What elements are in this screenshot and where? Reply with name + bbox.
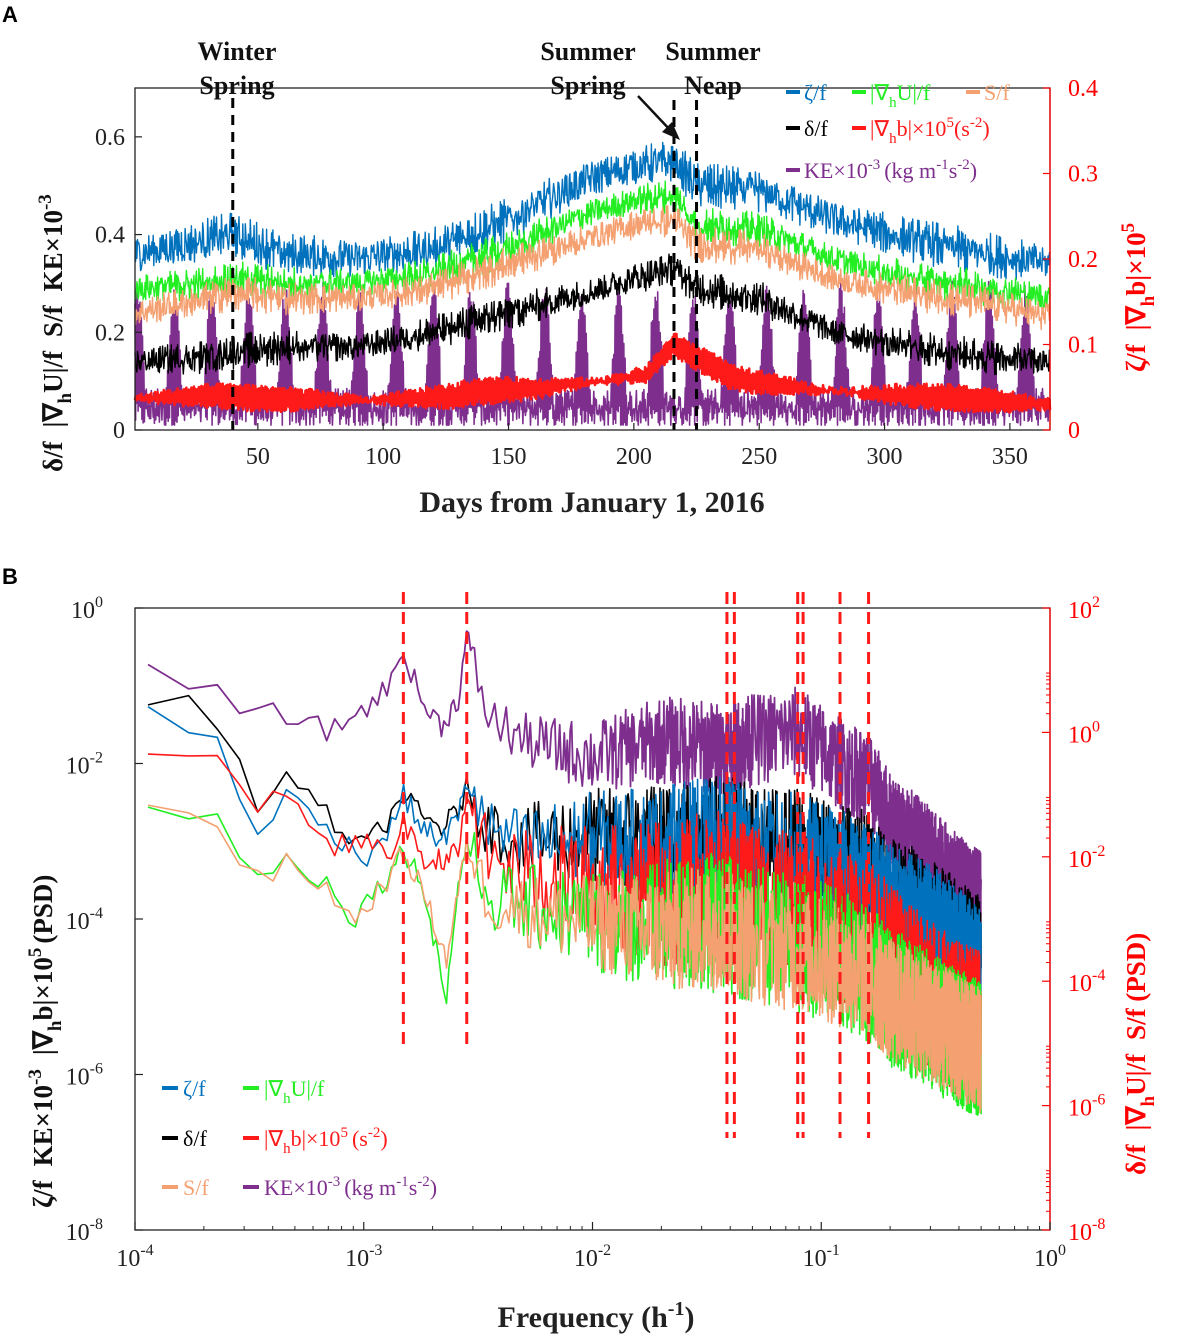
panel-b-xlabel: Frequency (h-1) <box>498 1298 695 1334</box>
panel-a-series-delta <box>134 253 1051 376</box>
panel-a: 50 100 150 200 250 300 350 00.20.40.6 00.10.20… <box>35 37 1159 519</box>
panel-b-letter: B <box>2 564 18 589</box>
panel-a-xtick-label-2: 150 <box>491 444 527 470</box>
panel-b: 10-4 10-3 10-2 10-1 100 10-810-610-410-2100 … <box>25 592 1159 1334</box>
panel-b-series-KE <box>147 630 982 942</box>
panel-a-left-ticks: 0 0.2 0.4 0.6 <box>95 125 142 444</box>
panel-a-x-ticks: 50 100 150 200 250 300 350 <box>246 423 1028 470</box>
panel-a-ytick-right-label-3: 0.3 <box>1068 162 1098 188</box>
panel-b-series <box>147 630 982 1116</box>
panel-a-xtick-label-0: 50 <box>246 444 270 470</box>
legend-a-delta-label: δ/f <box>804 116 828 141</box>
panel-a-series-gradb <box>133 332 1052 415</box>
panel-b-ytick-left-label-4: 100 <box>71 594 103 624</box>
summer-spring-arrow <box>637 95 673 133</box>
panel-a-left-ylabel: δ/f|∇hU|/fS/fKE×10-3 <box>35 194 76 472</box>
panel-a-xtick-label-3: 200 <box>616 444 652 470</box>
panel-a-letter: A <box>2 2 18 27</box>
event-label-winter-1: Winter <box>198 37 277 66</box>
panel-a-ytick-right-label-4: 0.4 <box>1068 76 1098 102</box>
panel-a-xlabel: Days from January 1, 2016 <box>419 486 764 519</box>
panel-b-ytick-right-label-5: 102 <box>1068 594 1100 624</box>
panel-a-series <box>133 141 1052 426</box>
legend-b-gradu-label: |∇hU|/f <box>264 1076 325 1107</box>
panel-b-ytick-left-label-3: 10-2 <box>66 750 103 780</box>
panel-b-xtick-label-4: 100 <box>1034 1242 1066 1272</box>
panel-a-xtick-label-4: 250 <box>741 444 777 470</box>
legend-b-s-label: S/f <box>183 1175 209 1200</box>
panel-b-xtick-label-2: 10-2 <box>574 1242 611 1272</box>
panel-b-ytick-left-label-1: 10-6 <box>66 1061 103 1091</box>
panel-a-series-gradU <box>134 180 1051 310</box>
panel-b-left-ticks: 10-8 10-6 10-4 10-2 100 <box>66 594 143 1246</box>
panel-b-ytick-right-label-0: 10-8 <box>1068 1216 1105 1246</box>
panel-b-ytick-right-label-1: 10-6 <box>1068 1092 1105 1122</box>
event-label-summer-neap-1: Summer <box>665 37 760 66</box>
legend-b-delta-label: δ/f <box>183 1126 207 1151</box>
legend-a-gradb-label: |∇hb|×105(s-2) <box>870 115 990 147</box>
panel-a-ytick-right-label-2: 0.2 <box>1068 247 1098 273</box>
panel-a-series-zeta <box>134 141 1051 281</box>
panel-b-xtick-label-3: 10-1 <box>803 1242 840 1272</box>
event-label-summer-spring-2: Spring <box>550 71 625 100</box>
legend-b-ke-label: KE×10-3 (kg m-1s-2) <box>264 1174 437 1200</box>
legend-a-ke-label: KE×10-3 (kg m-1s-2) <box>804 157 977 183</box>
panel-b-left-ylabel: ζ/fKE×10-3|∇hb|×105(PSD) <box>25 875 66 1208</box>
panel-a-xtick-label-1: 100 <box>365 444 401 470</box>
summer-spring-arrowhead <box>662 122 680 140</box>
panel-a-ytick-left-label-3: 0.6 <box>95 125 125 151</box>
panel-b-xtick-label-0: 10-4 <box>116 1242 153 1272</box>
panel-a-legend: ζ/f |∇hU|/f S/f δ/f |∇hb|×105(s-2) KE×10… <box>786 80 1010 183</box>
panel-b-tidal-lines <box>401 592 871 1138</box>
panel-b-right-ylabel: δ/f|∇hU|/fS/f (PSD) <box>1121 933 1159 1175</box>
legend-a-s-label: S/f <box>984 80 1010 105</box>
panel-b-series-S <box>147 804 982 1114</box>
panel-a-right-ticks: 0 0.1 0.2 0.3 0.4 <box>1043 76 1098 444</box>
event-label-winter-2: Spring <box>199 71 274 100</box>
panel-a-series-KE <box>134 280 1051 426</box>
legend-a-gradu-label: |∇hU|/f <box>870 80 931 111</box>
panel-a-xtick-label-6: 350 <box>992 444 1028 470</box>
panel-b-ytick-right-label-4: 100 <box>1068 718 1100 748</box>
panel-a-event-lines <box>231 98 699 430</box>
panel-b-right-ticks: 10-8 10-6 10-4 10-2 100 102 <box>1042 594 1105 1246</box>
panel-a-series-S <box>134 205 1051 331</box>
event-label-summer-neap-2: Neap <box>684 71 742 100</box>
event-label-summer-spring-1: Summer <box>540 37 635 66</box>
panel-a-right-ylabel: ζ/f|∇hb|×105 <box>1118 223 1159 372</box>
panel-b-xtick-label-1: 10-3 <box>345 1242 382 1272</box>
legend-b-zeta-label: ζ/f <box>183 1076 206 1101</box>
panel-a-ytick-left-label-2: 0.4 <box>95 223 125 249</box>
panel-b-ytick-left-label-0: 10-8 <box>66 1216 103 1246</box>
panel-a-ytick-left-label-0: 0 <box>113 418 125 444</box>
panel-b-legend: ζ/f |∇hU|/f δ/f |∇hb|×105 (s-2) S/f KE×10… <box>162 1076 437 1200</box>
panel-a-ytick-left-label-1: 0.2 <box>95 320 125 346</box>
panel-b-ytick-right-label-3: 10-2 <box>1068 843 1105 873</box>
panel-a-ytick-right-label-1: 0.1 <box>1068 333 1098 359</box>
panel-a-xtick-label-5: 300 <box>867 444 903 470</box>
panel-b-ytick-right-label-2: 10-4 <box>1068 967 1105 997</box>
panel-a-ytick-right-label-0: 0 <box>1068 418 1080 444</box>
legend-b-gradb-label: |∇hb|×105 (s-2) <box>264 1125 388 1157</box>
legend-a-zeta-label: ζ/f <box>804 80 827 105</box>
panel-b-ytick-left-label-2: 10-4 <box>66 905 103 935</box>
panel-b-x-ticks: 10-4 10-3 10-2 10-1 100 <box>116 1222 1066 1272</box>
